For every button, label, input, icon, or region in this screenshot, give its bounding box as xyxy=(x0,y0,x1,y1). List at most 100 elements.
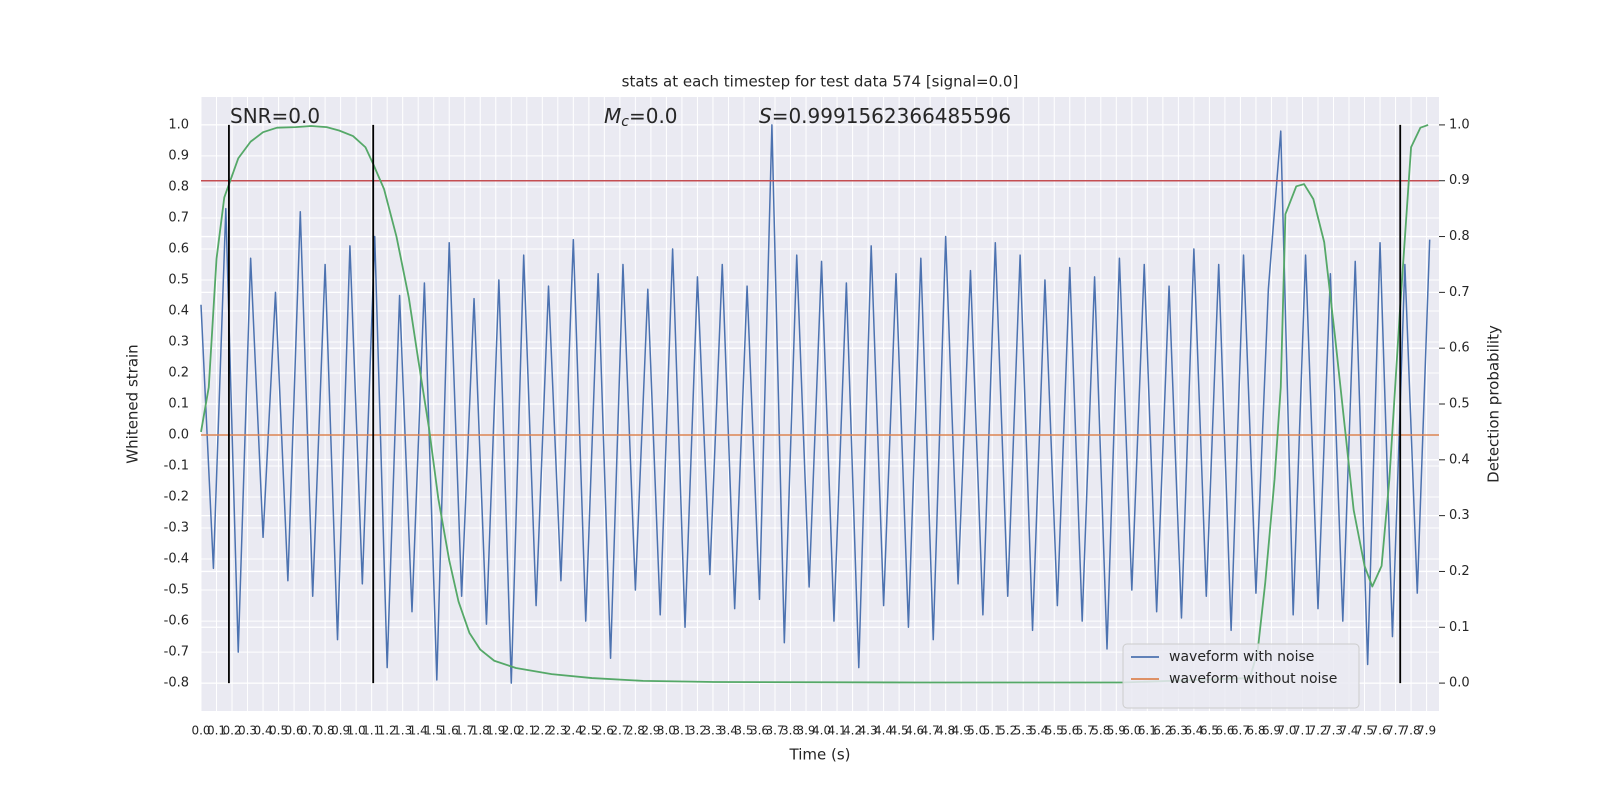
legend-box xyxy=(1122,643,1360,709)
x-tick-label: 1.6 xyxy=(440,724,459,738)
x-tick-label: 6.2 xyxy=(1153,724,1172,738)
x-tick-label: 1.8 xyxy=(471,724,490,738)
annotation: S=0.9991562366485596 xyxy=(759,104,1011,128)
y-tick-label: 0.3 xyxy=(168,334,189,349)
y-tick-label: 0.0 xyxy=(168,428,189,443)
x-tick-label: 3.7 xyxy=(765,724,784,738)
y-tick-label: -0.6 xyxy=(164,614,189,629)
x-tick-label: 5.8 xyxy=(1091,724,1110,738)
x-tick-label: 7.1 xyxy=(1293,724,1312,738)
x-tick-label: 1.7 xyxy=(455,724,474,738)
x-tick-label: 1.4 xyxy=(409,724,428,738)
x-tick-label: 6.0 xyxy=(1122,724,1141,738)
x-tick-label: 6.3 xyxy=(1169,724,1188,738)
x-tick-label: 7.3 xyxy=(1324,724,1343,738)
y-tick-label: 1.0 xyxy=(168,117,189,132)
annotation-text: =0.9991562366485596 xyxy=(772,104,1011,128)
x-tick-label: 0.6 xyxy=(285,724,304,738)
y-tick-label: 0.4 xyxy=(168,303,189,318)
x-tick-label: 7.7 xyxy=(1386,724,1405,738)
x-tick-label: 2.9 xyxy=(641,724,660,738)
x-tick-label: 4.3 xyxy=(859,724,878,738)
x-tick-label: 4.6 xyxy=(905,724,924,738)
annotation-symbol: M xyxy=(604,104,621,128)
y2-tick-label: 0.5 xyxy=(1449,397,1470,412)
y2-axis-label: Detection probability xyxy=(1485,325,1503,483)
x-tick-label: 4.9 xyxy=(952,724,971,738)
y-tick-label: 0.9 xyxy=(168,148,189,163)
x-tick-label: 1.9 xyxy=(486,724,505,738)
x-tick-label: 0.9 xyxy=(331,724,350,738)
y-tick-label: -0.1 xyxy=(164,459,189,474)
y2-tick-label: 0.8 xyxy=(1449,229,1470,244)
x-axis-label: Time (s) xyxy=(789,746,851,764)
x-tick-label: 5.6 xyxy=(1060,724,1079,738)
y-tick-label: 0.1 xyxy=(168,397,189,412)
x-tick-label: 5.0 xyxy=(967,724,986,738)
y-tick-label: -0.5 xyxy=(164,583,189,598)
y-tick-label: -0.4 xyxy=(164,552,189,567)
x-tick-label: 7.4 xyxy=(1339,724,1358,738)
annotation: Mc=0.0 xyxy=(604,104,678,131)
x-tick-label: 5.7 xyxy=(1076,724,1095,738)
x-tick-label: 6.4 xyxy=(1184,724,1203,738)
x-tick-label: 2.0 xyxy=(502,724,521,738)
x-tick-label: 2.2 xyxy=(533,724,552,738)
x-tick-label: 3.6 xyxy=(750,724,769,738)
x-tick-label: 0.3 xyxy=(238,724,257,738)
x-tick-label: 1.0 xyxy=(347,724,366,738)
x-tick-label: 5.9 xyxy=(1107,724,1126,738)
y2-tick-label: 0.0 xyxy=(1449,676,1470,691)
x-tick-label: 6.6 xyxy=(1215,724,1234,738)
x-tick-label: 4.2 xyxy=(843,724,862,738)
y-tick-label: 0.2 xyxy=(168,365,189,380)
probability-line xyxy=(200,124,1429,684)
x-tick-label: 4.7 xyxy=(921,724,940,738)
x-tick-label: 6.9 xyxy=(1262,724,1281,738)
x-tick-label: 1.5 xyxy=(424,724,443,738)
x-tick-label: 3.3 xyxy=(703,724,722,738)
y2-tick-label: 0.6 xyxy=(1449,341,1470,356)
x-tick-label: 0.2 xyxy=(222,724,241,738)
x-tick-label: 7.6 xyxy=(1371,724,1390,738)
x-tick-label: 3.8 xyxy=(781,724,800,738)
x-tick-label: 2.4 xyxy=(564,724,583,738)
x-tick-label: 2.3 xyxy=(548,724,567,738)
x-tick-label: 3.4 xyxy=(719,724,738,738)
x-tick-label: 3.9 xyxy=(796,724,815,738)
x-tick-label: 4.5 xyxy=(890,724,909,738)
x-tick-label: 0.0 xyxy=(191,724,210,738)
x-tick-label: 3.0 xyxy=(657,724,676,738)
y2-tick-label: 0.9 xyxy=(1449,173,1470,188)
x-tick-label: 3.2 xyxy=(688,724,707,738)
y-tick-label: -0.3 xyxy=(164,521,189,536)
x-tick-label: 0.1 xyxy=(207,724,226,738)
x-tick-label: 6.8 xyxy=(1246,724,1265,738)
y-axis-label: Whitened strain xyxy=(124,344,142,463)
x-tick-label: 2.6 xyxy=(595,724,614,738)
x-tick-label: 4.4 xyxy=(874,724,893,738)
legend-label: waveform with noise xyxy=(1169,649,1314,665)
y-tick-label: 0.5 xyxy=(168,272,189,287)
y-tick-label: -0.8 xyxy=(164,676,189,691)
y2-tick-label: 1.0 xyxy=(1449,117,1470,132)
y2-tick-label: 0.4 xyxy=(1449,452,1470,467)
x-tick-label: 0.4 xyxy=(254,724,273,738)
x-tick-label: 1.2 xyxy=(378,724,397,738)
x-tick-label: 5.4 xyxy=(1029,724,1048,738)
y-tick-label: -0.7 xyxy=(164,645,189,660)
annotation-text: =0.0 xyxy=(629,104,678,128)
y-tick-label: 0.7 xyxy=(168,210,189,225)
x-tick-label: 2.7 xyxy=(610,724,629,738)
x-tick-label: 7.0 xyxy=(1277,724,1296,738)
series-line xyxy=(200,124,1431,684)
x-tick-label: 0.7 xyxy=(300,724,319,738)
x-tick-label: 2.5 xyxy=(579,724,598,738)
x-tick-label: 0.8 xyxy=(316,724,335,738)
x-tick-label: 7.8 xyxy=(1402,724,1421,738)
annotation-symbol: S xyxy=(759,104,772,128)
x-tick-label: 4.8 xyxy=(936,724,955,738)
y-tick-label: 0.6 xyxy=(168,241,189,256)
